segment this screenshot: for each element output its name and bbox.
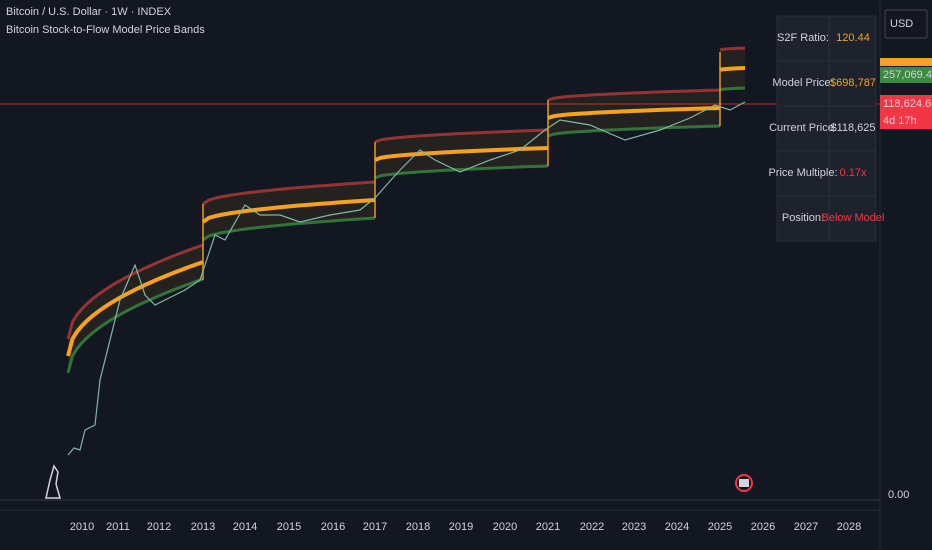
- model-line: [719, 66, 745, 72]
- logo-icon: [45, 464, 61, 499]
- year-label: 2017: [363, 521, 387, 533]
- year-label: 2020: [493, 521, 517, 533]
- table-label: S2F Ratio:: [777, 32, 829, 44]
- lower-band: [374, 164, 549, 180]
- band-fill: [375, 130, 548, 178]
- upper-band: [202, 180, 376, 206]
- model-price-tag: [880, 58, 932, 66]
- upper-band-price: 257,069.40: [883, 69, 932, 81]
- model-line: [374, 146, 549, 162]
- upper-band: [547, 88, 721, 102]
- year-label: 2018: [406, 521, 430, 533]
- model-line: [201, 198, 376, 224]
- upper-band: [719, 46, 745, 52]
- year-label: 2023: [622, 521, 646, 533]
- lower-band: [547, 124, 721, 138]
- year-label: 2015: [277, 521, 301, 533]
- price-series: [67, 101, 746, 456]
- price-line: [67, 101, 746, 456]
- s2f-bands: [66, 46, 745, 374]
- year-label: 2027: [794, 521, 818, 533]
- table-label: Position:: [782, 212, 824, 224]
- table-label: Current Price:: [769, 122, 837, 134]
- band-fill: [68, 245, 203, 373]
- year-label: 2013: [191, 521, 215, 533]
- table-row: [776, 105, 877, 152]
- year-label: 2028: [837, 521, 861, 533]
- year-label: 2010: [70, 521, 94, 533]
- currency-label[interactable]: USD: [890, 18, 913, 30]
- table-label: Model Price:: [772, 77, 833, 89]
- lower-band: [202, 216, 376, 242]
- year-label: 2026: [751, 521, 775, 533]
- table-row: [776, 150, 877, 197]
- year-label: 2025: [708, 521, 732, 533]
- table-value: $698,787: [830, 77, 876, 89]
- table-row: [776, 195, 877, 242]
- lower-band: [66, 277, 204, 374]
- year-label: 2012: [147, 521, 171, 533]
- year-label: 2011: [106, 521, 130, 533]
- model-line: [547, 106, 721, 120]
- indicator-name: Bitcoin Stock-to-Flow Model Price Bands: [6, 24, 205, 36]
- upper-band: [66, 243, 204, 340]
- upper-band: [374, 128, 549, 144]
- band-fill: [203, 182, 375, 240]
- band-fill: [548, 90, 720, 136]
- year-label: 2016: [321, 521, 345, 533]
- table-value: 120.44: [836, 32, 870, 44]
- time-axis: 2010 2011 2012 2013 2014 2015 2016 2017 2018 2019…: [70, 521, 861, 533]
- table-label: Price Multiple:: [768, 167, 837, 179]
- lower-band: [719, 86, 745, 92]
- info-table: S2F Ratio: 120.44 Model Price:$698,787 Curr…: [768, 15, 885, 242]
- countdown: 4d 17h: [883, 115, 917, 127]
- currency-button[interactable]: [884, 9, 928, 39]
- year-label: 2024: [665, 521, 689, 533]
- year-label: 2021: [536, 521, 560, 533]
- table-value: Below Model: [822, 212, 885, 224]
- table-value: 0.17x: [840, 167, 867, 179]
- table-value: $118,625: [830, 122, 875, 134]
- bottom-price-label: 0.00: [888, 489, 909, 501]
- upper-band-tag: [880, 67, 932, 83]
- event-flag[interactable]: [735, 474, 753, 492]
- chart-title: Bitcoin / U.S. Dollar · 1W · INDEX: [6, 6, 172, 18]
- table-row: [776, 60, 877, 107]
- year-label: 2019: [449, 521, 473, 533]
- year-label: 2014: [233, 521, 257, 533]
- last-price: 118,624.66: [883, 98, 932, 110]
- last-price-tag: [880, 95, 932, 129]
- year-label: 2022: [580, 521, 604, 533]
- model-line: [66, 260, 204, 357]
